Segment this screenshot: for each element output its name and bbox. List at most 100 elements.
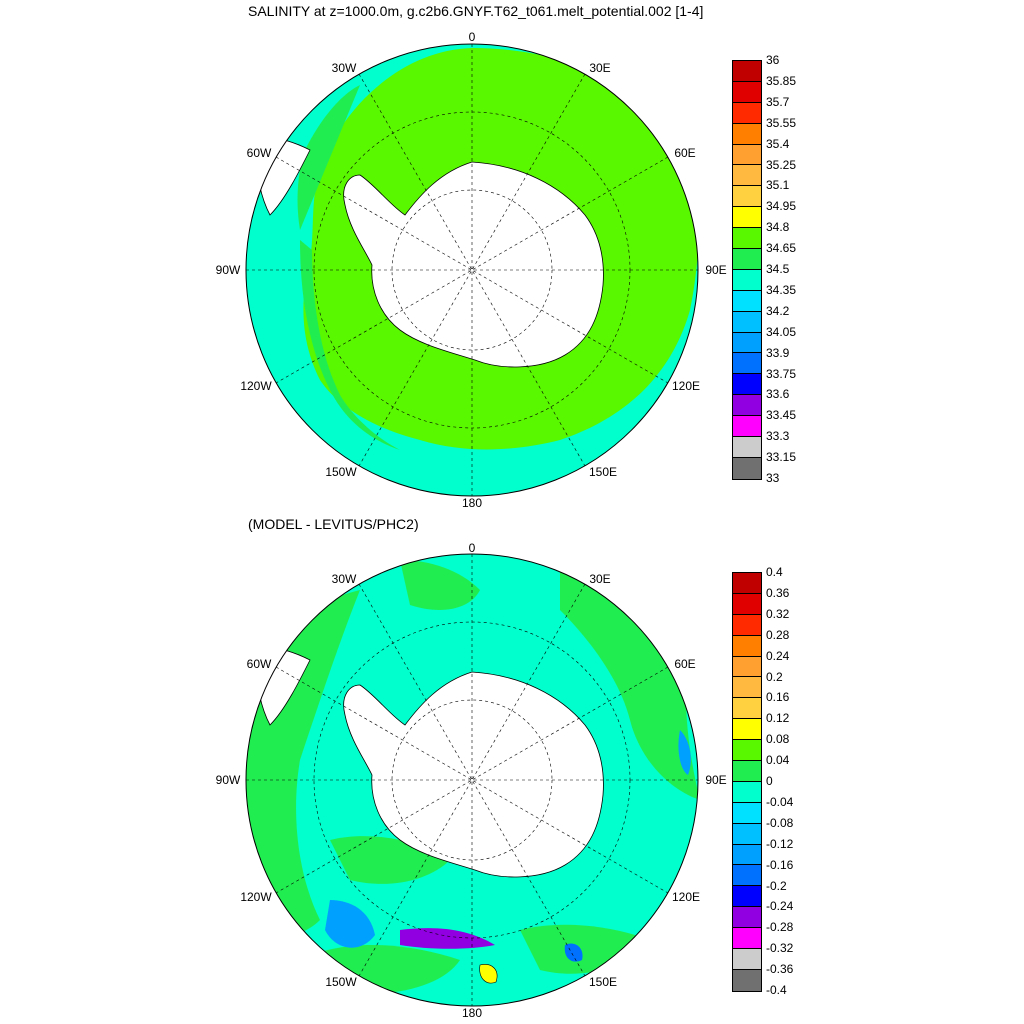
lon-label-0: 0 xyxy=(468,30,476,44)
colorbar-segment xyxy=(733,573,761,594)
colorbar-label: 33 xyxy=(766,471,780,485)
colorbar-segment xyxy=(733,635,761,657)
colorbar-segment xyxy=(733,353,761,375)
colorbar-label: -0.12 xyxy=(766,836,794,851)
colorbar-label: 0.32 xyxy=(766,606,790,621)
lon-label-30w: 30W xyxy=(331,61,357,75)
colorbar-label: 36 xyxy=(766,53,780,67)
colorbar-segment xyxy=(733,949,761,970)
lon-label-90w: 90W xyxy=(215,263,241,277)
colorbar-label: -0.2 xyxy=(766,878,787,893)
lon-label-30e: 30E xyxy=(589,572,611,586)
colorbar-label: -0.4 xyxy=(766,983,787,997)
colorbar-label: 33.45 xyxy=(766,408,797,423)
lon-label-0: 0 xyxy=(468,541,476,555)
colorbar-segment xyxy=(733,228,761,250)
colorbar-segment xyxy=(733,395,761,417)
colorbar-segment xyxy=(733,457,761,479)
colorbar-label: -0.28 xyxy=(766,920,794,935)
antarctica-landmass xyxy=(343,161,604,368)
map-title-salinity: SALINITY at z=1000.0m, g.c2b6.GNYF.T62_t… xyxy=(248,3,704,19)
colorbar-segment xyxy=(733,907,761,929)
colorbar-label: 33.75 xyxy=(766,366,797,381)
colorbar-segment xyxy=(733,311,761,333)
colorbar-segment xyxy=(733,269,761,291)
lon-label-150e: 150E xyxy=(588,975,618,989)
colorbar-segment xyxy=(733,677,761,699)
colorbar-segment xyxy=(733,740,761,762)
colorbar-segment xyxy=(733,969,761,991)
colorbar-segment xyxy=(733,802,761,824)
colorbar-label: 35.1 xyxy=(766,178,790,193)
colorbar-segment xyxy=(733,374,761,396)
colorbar-segment xyxy=(733,249,761,270)
colorbar-label: 35.7 xyxy=(766,94,790,109)
lon-label-120e: 120E xyxy=(671,890,701,904)
colorbar-label: 0.24 xyxy=(766,648,790,663)
lon-label-60w: 60W xyxy=(246,657,272,671)
colorbar-label: -0.04 xyxy=(766,794,794,809)
lon-label-150e: 150E xyxy=(588,465,618,479)
colorbar-label: 34.8 xyxy=(766,220,790,235)
colorbar-label: -0.08 xyxy=(766,815,794,830)
lon-label-90e: 90E xyxy=(705,773,727,787)
colorbar-label: 33.3 xyxy=(766,429,790,444)
colorbar-label: 33.6 xyxy=(766,387,790,402)
lon-label-120w: 120W xyxy=(240,890,272,904)
colorbar-segment xyxy=(733,123,761,145)
salinity-field xyxy=(246,44,698,496)
colorbar-segment xyxy=(733,886,761,908)
colorbar-segment xyxy=(733,332,761,354)
colorbar-label: 0.16 xyxy=(766,690,790,705)
colorbar-segment xyxy=(733,928,761,950)
colorbar-segment xyxy=(733,81,761,103)
colorbar-label: -0.32 xyxy=(766,941,794,956)
lon-label-120w: 120W xyxy=(240,379,272,393)
salinity-colorbar xyxy=(732,60,762,480)
colorbar-label: 34.35 xyxy=(766,282,797,297)
colorbar-label: 0.08 xyxy=(766,732,790,747)
colorbar-label: 34.65 xyxy=(766,241,797,256)
colorbar-label: 0.04 xyxy=(766,753,790,768)
colorbar-label: -0.24 xyxy=(766,899,794,914)
colorbar-segment xyxy=(733,781,761,803)
lon-label-180: 180 xyxy=(461,1006,483,1020)
colorbar-segment xyxy=(733,102,761,124)
colorbar-segment xyxy=(733,165,761,187)
lon-label-30e: 30E xyxy=(589,61,611,75)
colorbar-label: 35.4 xyxy=(766,136,790,151)
colorbar-label: 0.36 xyxy=(766,585,790,600)
colorbar-label: 33.9 xyxy=(766,345,790,360)
colorbar-segment xyxy=(733,416,761,438)
colorbar-segment xyxy=(733,656,761,678)
lon-label-180: 180 xyxy=(461,496,483,510)
colorbar-segment xyxy=(733,823,761,845)
difference-colorbar xyxy=(732,572,762,992)
colorbar-segment xyxy=(733,437,761,458)
colorbar-label: -0.16 xyxy=(766,857,794,872)
lon-label-120e: 120E xyxy=(671,379,701,393)
colorbar-segment xyxy=(733,207,761,229)
colorbar-segment xyxy=(733,761,761,782)
colorbar-label: 34.05 xyxy=(766,324,797,339)
map-title-difference: (MODEL - LEVITUS/PHC2) xyxy=(248,516,419,532)
colorbar-segment xyxy=(733,61,761,82)
lon-label-60e: 60E xyxy=(674,146,696,160)
colorbar-label: 0.28 xyxy=(766,627,790,642)
colorbar-segment xyxy=(733,593,761,615)
lon-label-90e: 90E xyxy=(705,263,727,277)
colorbar-segment xyxy=(733,844,761,866)
colorbar-label: 33.15 xyxy=(766,450,797,465)
colorbar-label: 34.5 xyxy=(766,262,790,276)
lon-label-150w: 150W xyxy=(325,975,357,989)
difference-field xyxy=(246,554,698,1006)
colorbar-label: 34.95 xyxy=(766,199,797,214)
colorbar-label: 35.25 xyxy=(766,157,797,172)
lon-label-60e: 60E xyxy=(674,657,696,671)
colorbar-label: 35.85 xyxy=(766,73,797,88)
colorbar-label: -0.36 xyxy=(766,962,794,977)
colorbar-segment xyxy=(733,865,761,887)
lon-label-90w: 90W xyxy=(215,773,241,787)
lon-label-30w: 30W xyxy=(331,572,357,586)
